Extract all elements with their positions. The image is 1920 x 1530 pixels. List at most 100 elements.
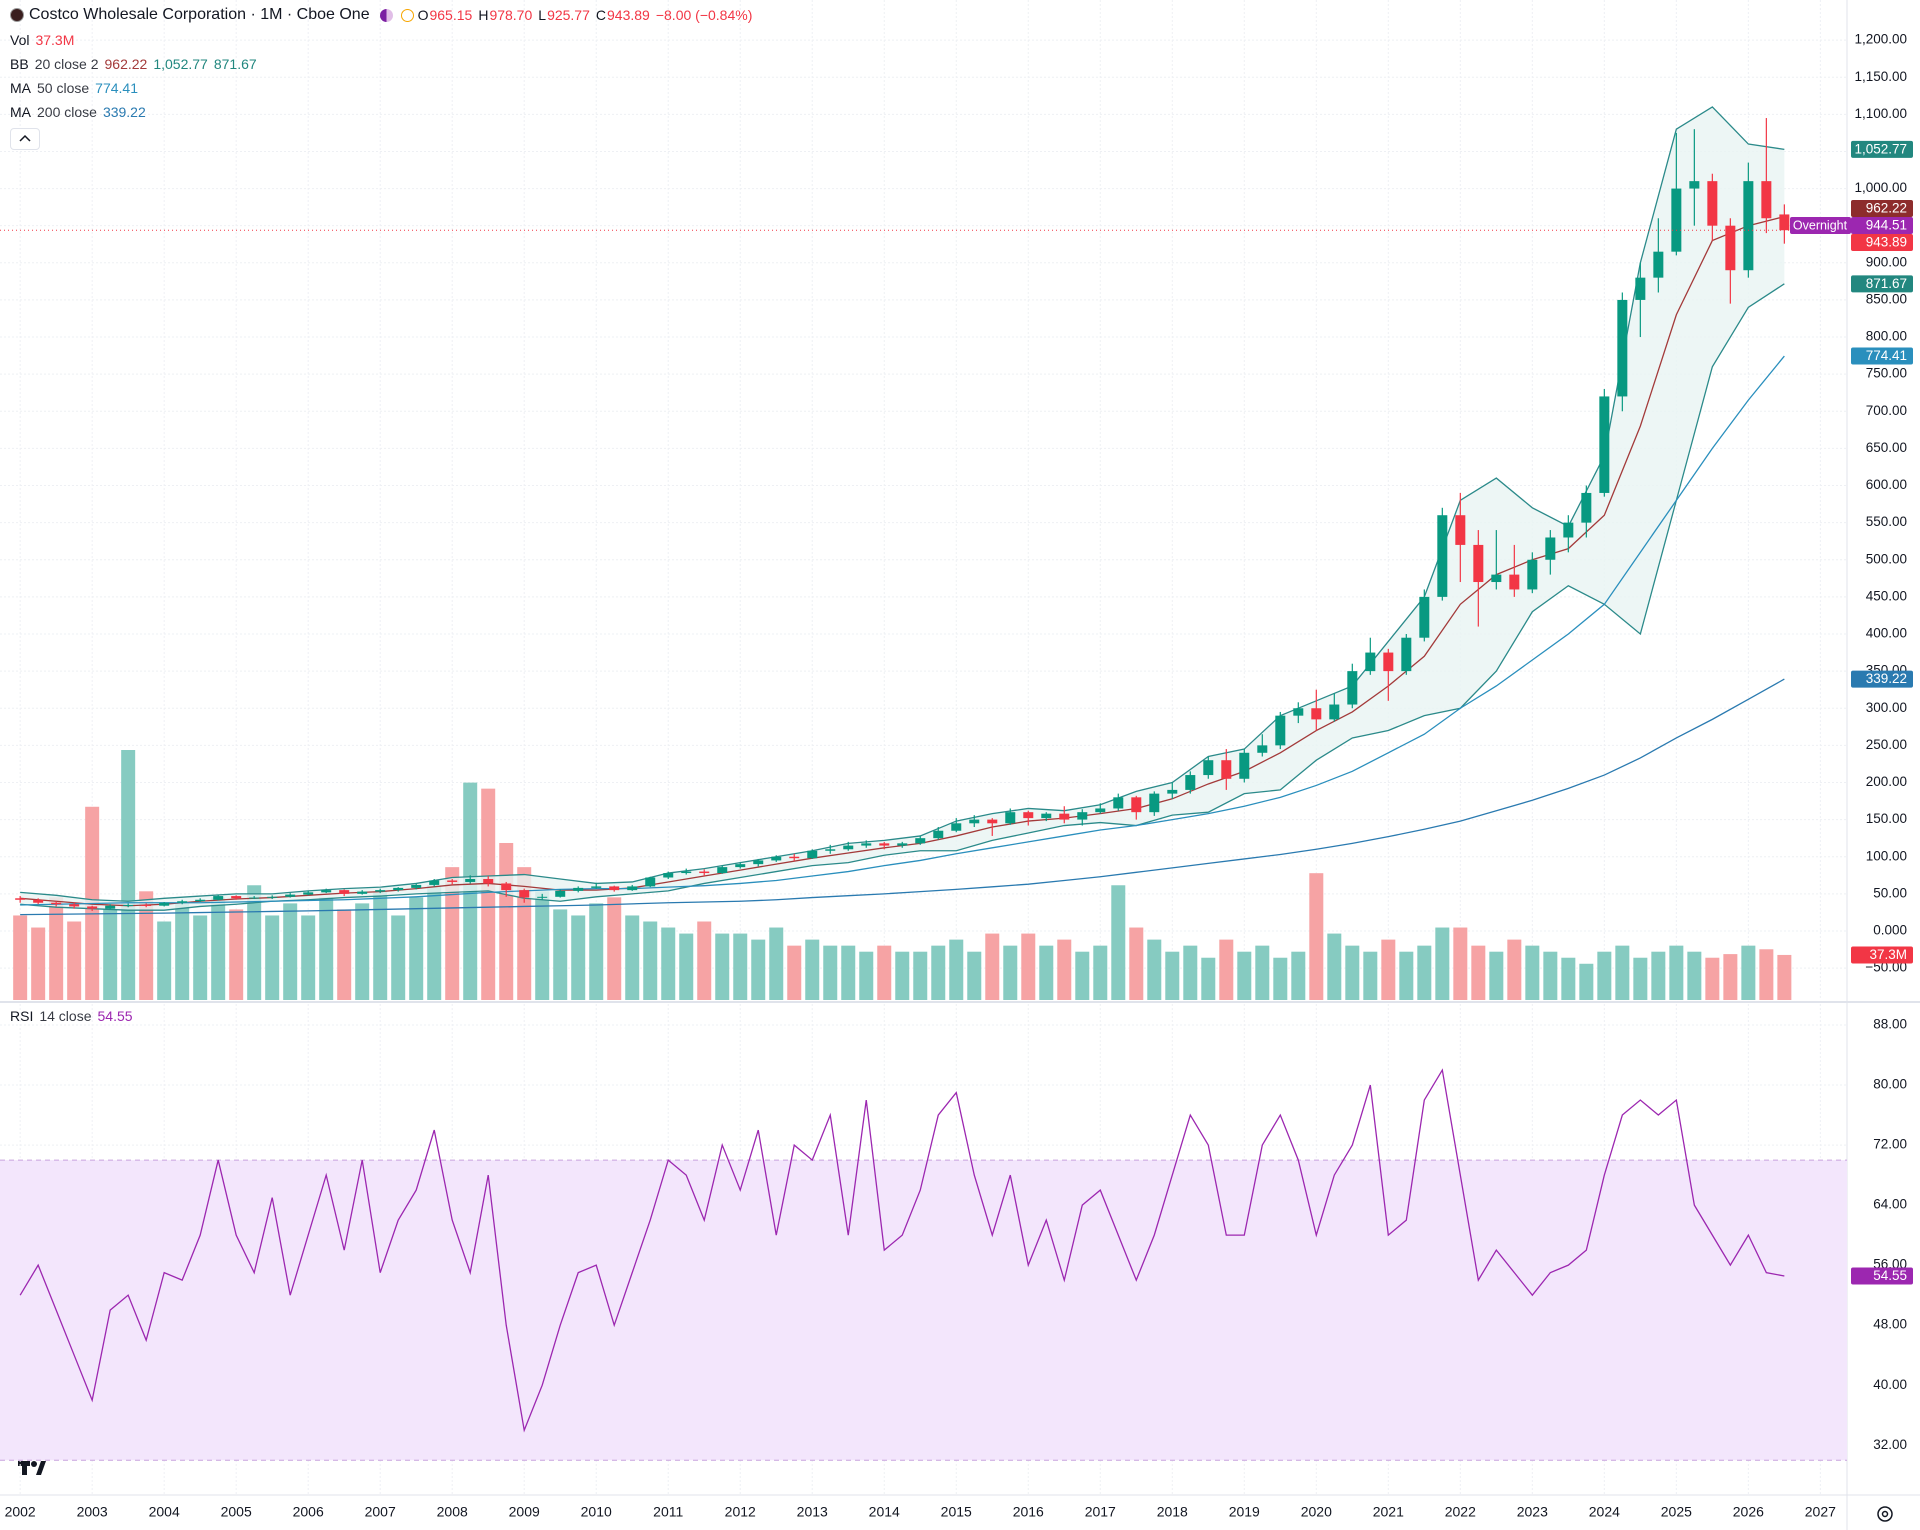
candle-body <box>573 887 584 891</box>
volume-bar <box>1075 951 1090 1000</box>
volume-bar <box>1093 945 1108 1000</box>
candle-body <box>951 823 962 831</box>
volume-bar <box>1129 927 1144 1000</box>
volume-bar <box>247 885 262 1000</box>
indicator-row[interactable]: MA 200 close 339.22 <box>10 104 152 120</box>
candle-body <box>483 878 494 884</box>
volume-bar <box>1057 939 1072 1000</box>
volume-bar <box>859 951 874 1000</box>
volume-bar <box>643 921 658 1000</box>
x-tick-label: 2025 <box>1661 1504 1692 1520</box>
volume-bar <box>13 915 28 1000</box>
y-tick-label: 88.00 <box>1873 1017 1907 1032</box>
volume-bar <box>823 945 838 1000</box>
volume-bar <box>283 903 298 1000</box>
y-tick-label: 600.00 <box>1866 477 1907 492</box>
volume-bar <box>517 867 532 1000</box>
candle-body <box>771 856 782 861</box>
delay-icon[interactable] <box>400 8 414 22</box>
volume-bar <box>391 915 406 1000</box>
candle-body <box>753 860 764 865</box>
volume-bar <box>967 951 982 1000</box>
volume-bar <box>913 951 928 1000</box>
rsi-line <box>19 1068 1785 1433</box>
x-tick-label: 2011 <box>653 1504 683 1520</box>
y-tick-label: 250.00 <box>1866 737 1907 752</box>
volume-bar <box>157 921 172 1000</box>
collapse-legend-button[interactable] <box>10 128 40 150</box>
x-tick-label: 2021 <box>1373 1504 1404 1520</box>
candle-body <box>1293 708 1304 716</box>
candle-body <box>105 905 116 909</box>
candle-body <box>141 904 152 906</box>
volume-bar <box>409 897 424 1000</box>
candle-body <box>1509 574 1520 590</box>
volume-bar <box>625 915 640 1000</box>
candle-body <box>519 890 530 898</box>
indicator-row[interactable]: Vol 37.3M <box>10 32 80 48</box>
candle-body <box>285 894 296 897</box>
x-tick-label: 2006 <box>293 1504 324 1520</box>
y-tick-label: 800.00 <box>1866 329 1907 344</box>
price-label-box <box>1851 140 1913 158</box>
candle-body <box>51 902 62 905</box>
volume-bar <box>1633 957 1648 1000</box>
x-tick-label: 2022 <box>1445 1504 1476 1520</box>
volume-bar <box>193 915 208 1000</box>
symbol-logo <box>10 8 24 22</box>
candle-body <box>807 850 818 859</box>
indicator-value: 1,052.77 <box>153 56 208 72</box>
volume-bar <box>985 933 1000 1000</box>
tradingview-logo[interactable] <box>18 1461 46 1475</box>
volume-bar <box>535 891 550 1000</box>
ohlc-key: C <box>595 7 607 23</box>
volume-bar <box>1687 951 1702 1000</box>
candle-body <box>609 886 620 891</box>
y-tick-label: 300.00 <box>1866 700 1907 715</box>
symbol-header: Costco Wholesale Corporation · 1M · Cboe… <box>10 6 758 24</box>
candle-body <box>1131 797 1142 813</box>
symbol-title[interactable]: Costco Wholesale Corporation · 1M · Cboe… <box>29 6 370 23</box>
settings-button[interactable] <box>1877 1506 1893 1522</box>
candle-body <box>87 906 98 909</box>
price-change: −8.00 (−0.84%) <box>655 7 753 23</box>
x-tick-label: 2019 <box>1229 1504 1260 1520</box>
candle-body <box>537 896 548 898</box>
volume-bar <box>301 915 316 1000</box>
candle-body <box>681 871 692 874</box>
candle-body <box>735 864 746 868</box>
volume-bar <box>931 945 946 1000</box>
market-status-icon[interactable] <box>379 8 393 22</box>
price-label-tag: Overnight <box>1793 218 1848 232</box>
volume-bar <box>31 927 46 1000</box>
x-tick-label: 2016 <box>1013 1504 1044 1520</box>
indicator-row[interactable]: MA 50 close 774.41 <box>10 80 144 96</box>
ohlc-key: O <box>417 7 429 23</box>
indicator-name: MA <box>10 80 31 96</box>
x-tick-label: 2012 <box>725 1504 756 1520</box>
candle-body <box>933 830 944 839</box>
candle-body <box>825 849 836 851</box>
x-tick-label: 2003 <box>77 1504 108 1520</box>
candle-body <box>1617 299 1628 397</box>
y-tick-label: 1,100.00 <box>1854 106 1907 121</box>
y-tick-label: 80.00 <box>1873 1077 1907 1092</box>
indicator-row[interactable]: BB 20 close 2 962.22 1,052.77 871.67 <box>10 56 263 72</box>
volume-bar <box>1111 885 1126 1000</box>
indicator-line <box>20 283 1785 911</box>
volume-bar <box>949 939 964 1000</box>
candle-body <box>1581 492 1592 523</box>
volume-bar <box>1723 954 1738 1000</box>
logo-part <box>31 1461 37 1467</box>
candle-body <box>249 897 260 899</box>
volume-bar <box>877 945 892 1000</box>
volume-bar <box>895 951 910 1000</box>
candle-body <box>1473 544 1484 583</box>
rsi-band <box>0 1160 1847 1461</box>
price-label-tag-box <box>1790 217 1851 235</box>
volume-bar <box>1345 945 1360 1000</box>
price-label-box <box>1851 217 1913 235</box>
volume-bar <box>1201 957 1216 1000</box>
candle-body <box>645 877 656 887</box>
candle-body <box>879 843 890 846</box>
